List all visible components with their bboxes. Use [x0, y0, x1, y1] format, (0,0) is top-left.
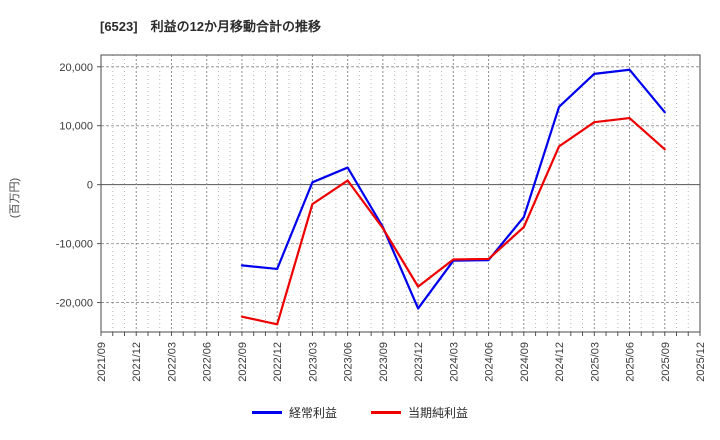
legend-swatch-red — [371, 411, 401, 414]
svg-text:2023/06: 2023/06 — [343, 342, 355, 382]
svg-text:2025/09: 2025/09 — [660, 342, 672, 382]
svg-text:2024/06: 2024/06 — [484, 342, 496, 382]
svg-text:2021/12: 2021/12 — [131, 342, 143, 382]
svg-text:2022/09: 2022/09 — [237, 342, 249, 382]
svg-text:2024/03: 2024/03 — [448, 342, 460, 382]
svg-text:2025/12: 2025/12 — [695, 342, 707, 382]
svg-text:2022/03: 2022/03 — [166, 342, 178, 382]
svg-text:2025/06: 2025/06 — [625, 342, 637, 382]
svg-text:2021/09: 2021/09 — [96, 342, 108, 382]
x-axis-tick-labels: 2021/09 2021/12 2022/03 2022/06 2022/09 2022/… — [96, 342, 707, 382]
x-gridlines — [100, 55, 701, 332]
svg-text:2022/12: 2022/12 — [272, 342, 284, 382]
svg-text:2023/03: 2023/03 — [307, 342, 319, 382]
svg-text:2024/09: 2024/09 — [519, 342, 531, 382]
svg-text:2024/12: 2024/12 — [554, 342, 566, 382]
legend-item-toki-jun-rieki[interactable]: 当期純利益 — [371, 404, 468, 421]
x-axis-ticks — [100, 332, 701, 336]
y-gridlines — [97, 66, 700, 304]
svg-text:2023/09: 2023/09 — [378, 342, 390, 382]
svg-text:-10,000: -10,000 — [56, 239, 93, 251]
svg-text:10,000: 10,000 — [59, 121, 93, 133]
svg-text:-20,000: -20,000 — [56, 298, 93, 310]
y-axis-tick-labels: 20,000 10,000 0 -10,000 -20,000 — [56, 62, 93, 310]
svg-text:0: 0 — [87, 180, 93, 192]
data-series-lines — [240, 68, 666, 326]
legend-item-keijo-rieki[interactable]: 経常利益 — [251, 404, 337, 421]
chart-legend: 経常利益 当期純利益 — [0, 404, 720, 421]
axis-frame — [100, 54, 701, 333]
legend-swatch-blue — [251, 411, 282, 414]
legend-label-toki-jun-rieki: 当期純利益 — [408, 406, 469, 420]
svg-text:20,000: 20,000 — [59, 62, 93, 74]
svg-text:2022/06: 2022/06 — [202, 342, 214, 382]
svg-text:2025/03: 2025/03 — [589, 342, 601, 382]
chart-title: [6523] 利益の12か月移動合計の推移 — [100, 19, 322, 34]
svg-text:2023/12: 2023/12 — [413, 342, 425, 382]
legend-label-keijo-rieki: 経常利益 — [288, 406, 337, 420]
